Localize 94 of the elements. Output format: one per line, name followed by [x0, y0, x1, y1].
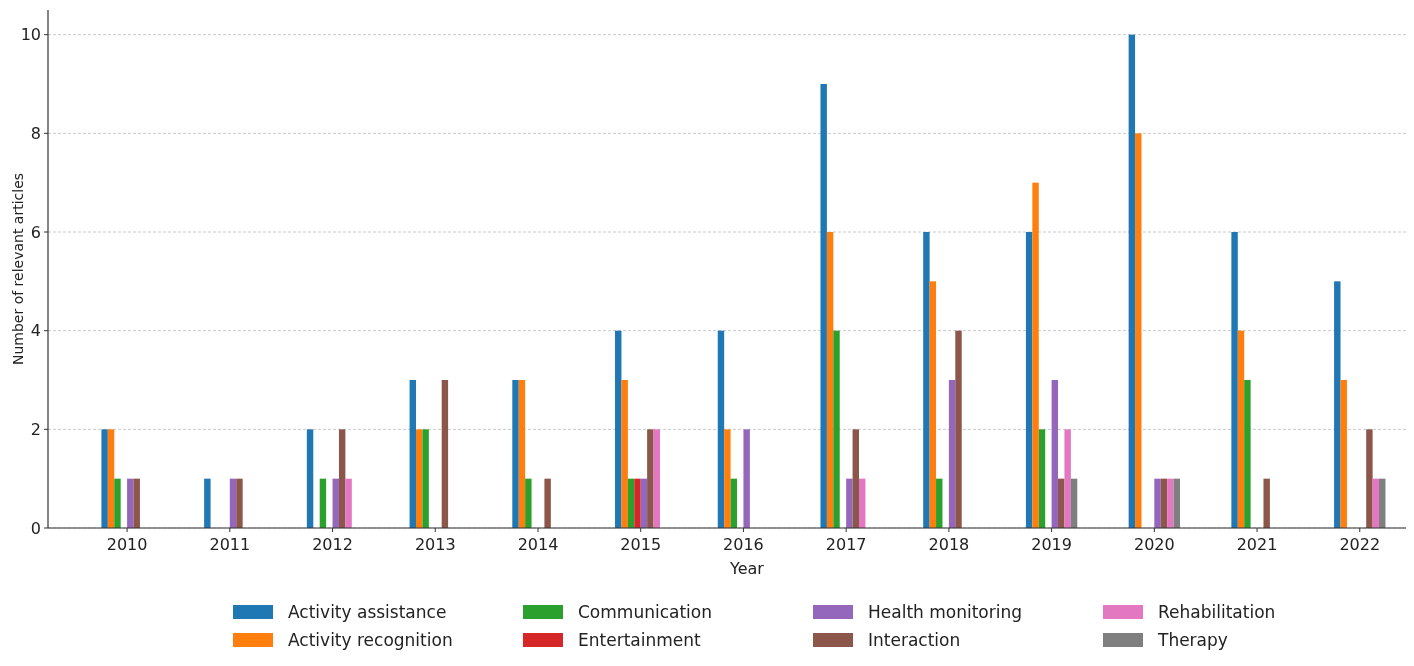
bar	[627, 478, 635, 528]
x-axis-title: Year	[729, 559, 765, 578]
bar	[345, 478, 352, 528]
bar	[1334, 281, 1341, 528]
x-tick-label: 2017	[825, 535, 867, 554]
bar	[133, 478, 140, 528]
bar	[1032, 182, 1039, 528]
bar	[846, 478, 853, 528]
legend-label: Entertainment	[578, 629, 701, 650]
bar	[1231, 232, 1238, 528]
x-tick-label: 2014	[517, 535, 559, 554]
bar	[229, 478, 237, 528]
bar	[826, 232, 834, 528]
bar	[743, 429, 750, 528]
x-tick-label: 2013	[414, 535, 456, 554]
bar	[640, 478, 648, 528]
x-tick-label: 2018	[928, 535, 970, 554]
bar	[833, 330, 840, 528]
bar	[1173, 478, 1181, 528]
y-tick-label: 8	[30, 123, 41, 143]
bar	[1058, 478, 1065, 528]
y-axis-title: Number of relevant articles	[9, 172, 26, 366]
bar	[1154, 478, 1161, 528]
legend-label: Health monitoring	[868, 601, 1023, 622]
bar	[512, 380, 519, 528]
legend-label: Activity assistance	[288, 601, 447, 622]
bar	[1128, 34, 1136, 528]
bar	[923, 232, 930, 528]
legend-label: Rehabilitation	[1158, 601, 1276, 622]
bar	[1379, 478, 1386, 528]
x-tick-label: 2021	[1236, 535, 1278, 554]
x-tick-label: 2011	[209, 535, 251, 554]
bar	[1070, 478, 1078, 528]
bar	[621, 380, 628, 528]
x-tick-label: 2015	[620, 535, 662, 554]
x-tick-label: 2022	[1339, 535, 1381, 554]
y-tick-label: 6	[30, 222, 41, 242]
bar	[852, 429, 859, 528]
bar	[820, 84, 827, 528]
legend-label: Communication	[578, 601, 712, 622]
bar	[332, 478, 339, 528]
bar	[936, 478, 943, 528]
legend-label: Activity recognition	[288, 629, 453, 650]
bar	[615, 330, 622, 528]
bar	[1025, 232, 1033, 528]
bar	[1038, 429, 1046, 528]
bar	[518, 380, 526, 528]
bar	[1051, 380, 1059, 528]
bar	[338, 429, 346, 528]
bar	[204, 478, 211, 528]
bar	[422, 429, 429, 528]
bar	[955, 330, 962, 528]
x-tick-label: 2016	[723, 535, 764, 554]
bar	[653, 429, 660, 528]
bar	[127, 478, 134, 528]
bar	[1372, 478, 1380, 528]
bar	[525, 478, 532, 528]
bar	[929, 281, 937, 528]
bar	[1340, 380, 1347, 528]
bar	[1366, 429, 1373, 528]
y-tick-label: 4	[30, 321, 41, 341]
bar	[730, 478, 738, 528]
bar	[319, 478, 327, 528]
y-tick-label: 2	[30, 419, 41, 439]
legend-label: Therapy	[1157, 629, 1228, 650]
bar	[114, 478, 121, 528]
bar	[948, 380, 956, 528]
bar	[1167, 478, 1174, 528]
x-tick-label: 2020	[1133, 535, 1175, 554]
y-tick-label: 10	[20, 25, 41, 45]
bar	[236, 478, 243, 528]
bar	[1244, 380, 1251, 528]
bar	[1064, 429, 1071, 528]
bar	[101, 429, 108, 528]
bar	[416, 429, 423, 528]
bar	[717, 330, 725, 528]
y-tick-label: 0	[30, 518, 41, 538]
bar	[1135, 133, 1142, 528]
bar	[107, 429, 115, 528]
bar	[1160, 478, 1168, 528]
bar	[634, 478, 641, 528]
bar	[441, 380, 449, 528]
x-tick-label: 2010	[106, 535, 148, 554]
bar	[1237, 330, 1245, 528]
legend-label: Interaction	[868, 629, 961, 650]
bar	[1263, 478, 1270, 528]
x-tick-label: 2012	[312, 535, 353, 554]
bar	[306, 429, 314, 528]
bar	[409, 380, 417, 528]
bar	[647, 429, 654, 528]
bar	[859, 478, 866, 528]
bar	[724, 429, 731, 528]
x-tick-label: 2019	[1031, 535, 1072, 554]
bar	[544, 478, 551, 528]
